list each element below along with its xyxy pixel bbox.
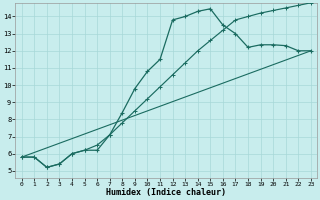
- X-axis label: Humidex (Indice chaleur): Humidex (Indice chaleur): [106, 188, 226, 197]
